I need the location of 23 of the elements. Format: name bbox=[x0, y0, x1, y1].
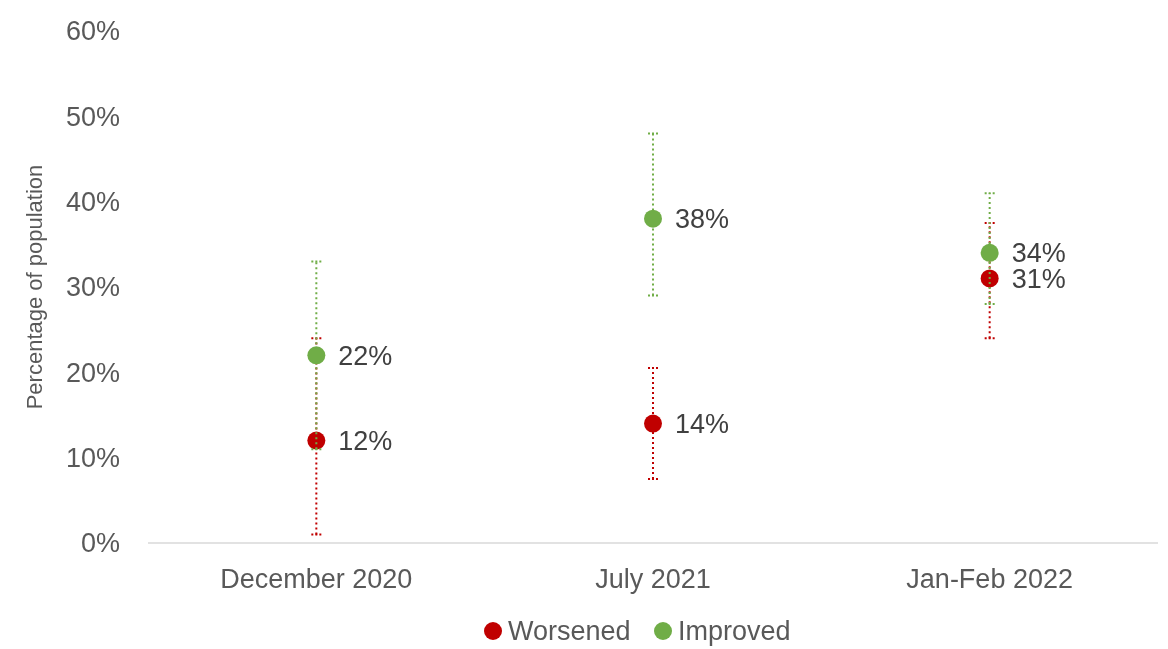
point bbox=[307, 346, 326, 365]
legend-label: Worsened bbox=[508, 616, 631, 647]
point bbox=[644, 209, 662, 228]
legend-label: Improved bbox=[678, 616, 791, 647]
point bbox=[307, 431, 326, 450]
point bbox=[980, 243, 999, 262]
y-tick-label: 0% bbox=[80, 528, 120, 559]
y-axis-title: Percentage of population bbox=[22, 164, 47, 410]
y-tick-label: 30% bbox=[65, 272, 120, 303]
data-label: 12% bbox=[338, 426, 393, 457]
x-tick-label: July 2021 bbox=[595, 564, 711, 594]
y-tick-label: 50% bbox=[65, 101, 120, 132]
x-tick-label: December 2020 bbox=[220, 564, 413, 594]
point bbox=[644, 414, 662, 433]
y-tick-label: 40% bbox=[65, 187, 120, 218]
data-label: 14% bbox=[675, 408, 730, 439]
y-tick-label: 60% bbox=[65, 16, 120, 47]
y-tick-label: 20% bbox=[65, 357, 120, 388]
x-tick-label: Jan-Feb 2022 bbox=[906, 564, 1073, 594]
data-label: 38% bbox=[675, 204, 730, 235]
point bbox=[980, 269, 999, 288]
y-tick-label: 10% bbox=[65, 443, 120, 474]
data-label: 22% bbox=[338, 340, 393, 371]
